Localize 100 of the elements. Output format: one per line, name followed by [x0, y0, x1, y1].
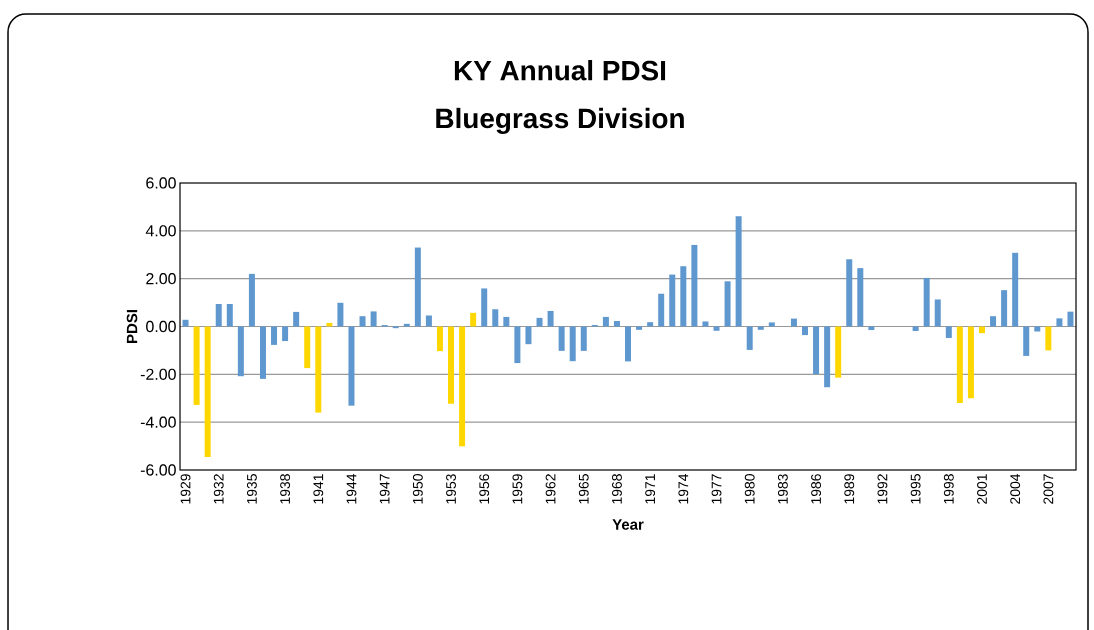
bar — [857, 268, 864, 327]
bar — [602, 316, 609, 327]
bar — [337, 302, 344, 327]
chart-title: KY Annual PDSI Bluegrass Division — [436, 60, 684, 134]
bar — [536, 317, 543, 327]
x-tick-label: 1935 — [246, 474, 257, 504]
y-tick-label: 2.00 — [146, 273, 176, 285]
bar — [636, 326, 643, 330]
bar — [248, 273, 255, 327]
bar — [713, 326, 720, 331]
bar — [613, 320, 620, 327]
bar — [514, 326, 521, 364]
bar — [835, 326, 842, 378]
x-tick-label: 2004 — [1010, 473, 1021, 504]
bar — [414, 247, 421, 327]
bar — [768, 322, 775, 327]
bar — [691, 244, 698, 327]
bar — [757, 326, 764, 330]
x-tick-label: 1998 — [943, 474, 954, 504]
y-tick-label: -6.00 — [140, 464, 176, 476]
bar — [1067, 311, 1074, 327]
y-tick-label: -4.00 — [140, 416, 176, 428]
x-tick-label: 1932 — [213, 474, 224, 504]
bar — [237, 326, 244, 377]
bar — [492, 309, 499, 327]
bar — [1023, 326, 1030, 356]
x-tick-label: 1989 — [844, 474, 855, 504]
y-tick-label: -2.00 — [140, 368, 176, 380]
x-tick-label: 2007 — [1043, 474, 1054, 504]
bar — [215, 304, 222, 327]
x-axis-title: Year — [612, 519, 644, 530]
x-tick-label: 1977 — [711, 474, 722, 504]
bar — [425, 315, 432, 327]
bar — [1034, 326, 1041, 332]
bar — [370, 311, 377, 327]
bar — [481, 288, 488, 327]
bar — [271, 326, 278, 345]
bar — [1012, 252, 1019, 327]
bar — [912, 326, 919, 332]
x-tick-label: 1947 — [379, 474, 390, 504]
bar — [580, 326, 587, 351]
bar — [226, 304, 233, 327]
bar — [558, 326, 565, 351]
bar — [359, 316, 366, 327]
bar — [978, 326, 985, 334]
bar — [702, 321, 709, 327]
bar — [967, 326, 974, 399]
x-tick-label: 2001 — [977, 474, 987, 504]
bar — [459, 326, 466, 447]
bar — [569, 326, 576, 362]
x-tick-label: 1965 — [578, 474, 589, 504]
bar — [802, 326, 808, 336]
bar — [680, 266, 687, 327]
bar — [669, 274, 676, 327]
bar — [259, 326, 266, 379]
y-tick-label: 4.00 — [145, 225, 176, 237]
bar — [193, 326, 200, 405]
x-tick-label: 1983 — [777, 474, 788, 504]
bar — [470, 312, 477, 327]
bar — [990, 316, 997, 327]
bar — [923, 277, 930, 327]
x-tick-label: 1986 — [811, 474, 821, 504]
y-tick-label: 6.00 — [146, 177, 176, 189]
bar — [945, 326, 952, 338]
bar — [625, 326, 632, 362]
bar — [724, 281, 731, 327]
bar — [293, 311, 300, 327]
bar — [315, 326, 322, 413]
y-tick-label: 0.00 — [146, 320, 176, 333]
x-tick-label: 1968 — [612, 474, 622, 504]
bar — [956, 326, 963, 404]
x-tick-label: 1950 — [412, 474, 423, 504]
bar — [1001, 290, 1008, 327]
x-tick-label: 1929 — [180, 474, 191, 504]
bar — [658, 293, 665, 327]
bar — [348, 326, 355, 406]
x-tick-label: 1959 — [512, 474, 523, 504]
bar — [282, 326, 289, 342]
x-tick-label: 1953 — [446, 474, 456, 504]
bar — [1056, 318, 1063, 327]
bar — [1045, 326, 1052, 351]
bar — [503, 316, 510, 327]
bar — [448, 326, 455, 404]
bar — [846, 259, 853, 327]
x-tick-label: 1980 — [744, 474, 755, 504]
bar — [204, 326, 211, 458]
bar — [868, 326, 875, 331]
bar — [647, 322, 654, 327]
x-tick-label: 1971 — [645, 474, 656, 504]
x-tick-label: 1995 — [910, 474, 921, 504]
bar — [813, 326, 820, 375]
x-tick-label: 1962 — [545, 474, 556, 504]
bar — [934, 299, 941, 327]
bar — [182, 319, 189, 327]
bar — [824, 326, 831, 388]
x-tick-label: 1944 — [346, 473, 357, 504]
x-tick-label: 1992 — [877, 474, 888, 504]
x-tick-label: 1974 — [678, 473, 689, 504]
bar — [436, 326, 443, 352]
x-tick-label: 1938 — [280, 474, 291, 504]
